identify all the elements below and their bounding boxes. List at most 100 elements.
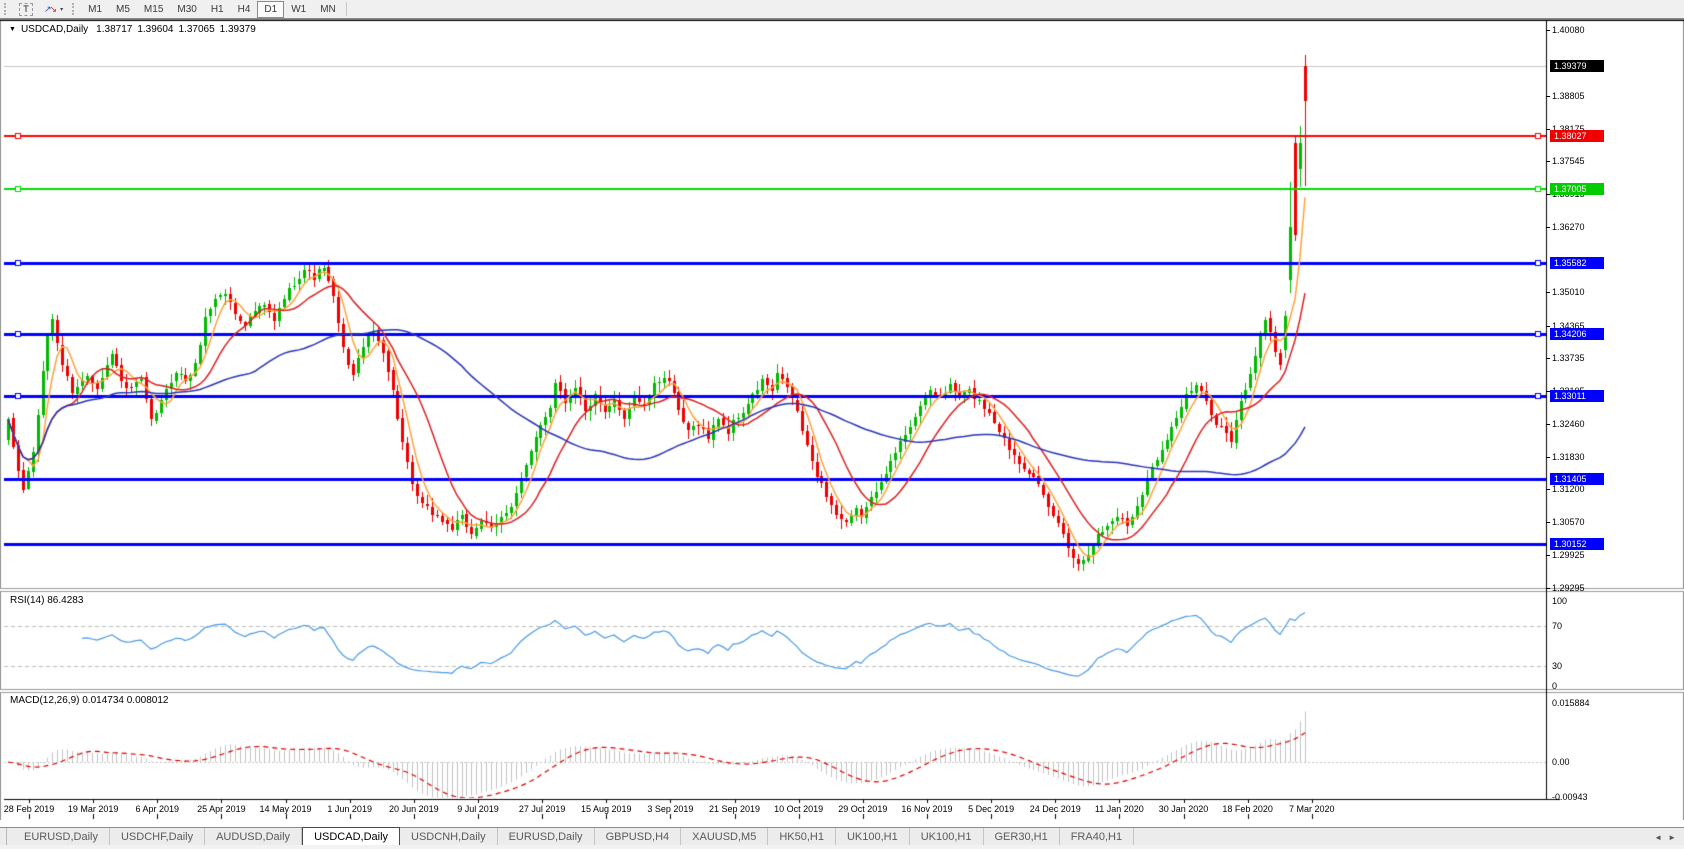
chart-tab-gbpusd-h4[interactable]: GBPUSD,H4 [595, 828, 682, 846]
status-strip [0, 845, 1684, 849]
chart-tab-hk50-h1[interactable]: HK50,H1 [768, 828, 836, 846]
ohlc-open: 1.38717 [96, 24, 133, 35]
date-axis-label: 29 Oct 2019 [838, 804, 888, 814]
date-axis-label: 5 Dec 2019 [968, 804, 1015, 814]
toolbar: T ↗ ↘ ▾ M1 M5 M15 M30 H1 H4 D1 W1 MN [0, 0, 1684, 19]
chart-tab-eurusd-daily[interactable]: EURUSD,Daily [13, 828, 110, 846]
indicator-axis-label: 100 [1552, 596, 1568, 606]
price-level-badge: 1.39379 [1550, 60, 1604, 73]
timeframe-button-mn[interactable]: MN [320, 3, 336, 15]
price-axis-tick [1546, 390, 1550, 392]
text-tool-icon: T [19, 2, 33, 16]
price-axis-tick [1546, 489, 1550, 491]
collapse-triangle-icon[interactable]: ▼ [9, 26, 16, 33]
price-axis-tick [1546, 30, 1550, 31]
date-axis-label: 28 Feb 2019 [3, 804, 55, 814]
date-axis-label: 21 Sep 2019 [709, 804, 761, 814]
price-axis-label: 1.35010 [1552, 287, 1585, 298]
price-axis-tick [1546, 424, 1550, 426]
chart-tab-usdcad-daily[interactable]: USDCAD,Daily [302, 827, 401, 846]
date-axis-label: 20 Jun 2019 [389, 804, 439, 814]
price-axis-label: 1.38175 [1552, 123, 1585, 134]
chart-symbol-title: ▼ USDCAD,Daily 1.38717 1.39604 1.37065 1.3937… [9, 24, 261, 35]
timeframe-button-h1[interactable]: H1 [210, 3, 224, 15]
price-level-badge: 1.37005 [1550, 183, 1604, 196]
price-axis-tick [1546, 292, 1550, 294]
price-axis-tick [1546, 522, 1550, 524]
price-axis-label: 1.29925 [1552, 550, 1585, 561]
indicator-axis-label: 0 [1552, 681, 1558, 691]
toolbar-grip[interactable] [4, 3, 9, 15]
chart-tab-fra40-h1[interactable]: FRA40,H1 [1060, 828, 1135, 846]
price-axis-tick [1546, 193, 1550, 195]
price-axis-label: 1.31830 [1552, 451, 1585, 462]
chart-tab-xauusd-m5[interactable]: XAUUSD,M5 [681, 828, 769, 846]
toolbar-grip[interactable] [72, 3, 77, 15]
timeframe-button-m1[interactable]: M1 [88, 3, 103, 15]
price-axis-tick [1546, 555, 1550, 557]
price-axis-label: 1.29295 [1552, 582, 1585, 593]
indicator-axis-label: -0.00943 [1552, 792, 1588, 802]
date-axis[interactable]: 28 Feb 2019 19 Mar 2019 6 Apr 2019 25 Apr 2… [0, 801, 1684, 819]
price-axis-label: 1.31200 [1552, 484, 1585, 495]
indicator-axis-label: 70 [1552, 621, 1563, 631]
chart-tab-uk100-h1[interactable]: UK100,H1 [910, 828, 984, 846]
tab-scroll-left-icon[interactable]: ◄ [1654, 832, 1663, 842]
date-axis-label: 16 Nov 2019 [901, 804, 953, 814]
tab-scroll-right-icon[interactable]: ► [1668, 832, 1676, 842]
chevron-down-icon: ▾ [60, 6, 64, 13]
date-axis-label: 11 Jan 2020 [1094, 804, 1144, 814]
timeframe-button-m5[interactable]: M5 [116, 3, 130, 15]
price-axis-label: 1.32460 [1552, 419, 1585, 430]
timeframe-button-d1[interactable]: D1 [257, 0, 285, 18]
chart-tab-uk100-h1[interactable]: UK100,H1 [836, 828, 910, 846]
date-axis-label: 27 Jul 2019 [518, 804, 566, 814]
chart-tab-usdcnh-daily[interactable]: USDCNH,Daily [400, 828, 498, 846]
rsi-indicator-label: RSI(14) 86.4283 [10, 595, 84, 606]
chart-tab-bar: EURUSD,Daily USDCHF,Daily AUDUSD,Daily USDC… [0, 827, 1684, 846]
date-axis-label: 25 Apr 2019 [197, 804, 246, 814]
price-axis-label: 1.36270 [1552, 222, 1585, 233]
tab-bar-edge [0, 828, 7, 846]
chart-tab-eurusd-daily[interactable]: EURUSD,Daily [498, 828, 595, 846]
date-axis-label: 3 Sep 2019 [647, 804, 694, 814]
text-label-tool-button[interactable]: T [14, 2, 38, 16]
timeframe-button-h4[interactable]: H4 [237, 3, 251, 15]
price-chart-canvas[interactable] [0, 0, 1684, 820]
timeframe-button-m15[interactable]: M15 [143, 3, 164, 15]
price-axis-label: 1.37545 [1552, 156, 1585, 167]
ohlc-close: 1.39379 [219, 24, 256, 35]
chart-tab-audusd-daily[interactable]: AUDUSD,Daily [205, 828, 303, 846]
indicator-axis-label: 0.015884 [1552, 698, 1590, 708]
timeframe-button-group: M1 M5 M15 M30 H1 H4 D1 W1 MN [81, 0, 343, 18]
date-axis-label: 9 Jul 2019 [457, 804, 499, 814]
date-axis-label: 6 Apr 2019 [135, 804, 180, 814]
timeframe-button-m30[interactable]: M30 [177, 3, 197, 15]
date-axis-label: 15 Aug 2019 [580, 804, 632, 814]
chart-tab-usdchf-daily[interactable]: USDCHF,Daily [110, 828, 206, 846]
price-level-badge: 1.34206 [1550, 327, 1604, 340]
price-axis-label: 1.33735 [1552, 353, 1585, 364]
arrows-tool-button[interactable]: ↗ ↘ ▾ [40, 2, 67, 16]
price-axis-tick [1546, 128, 1550, 130]
date-axis-label: 14 May 2019 [259, 804, 312, 814]
price-level-badge: 1.31405 [1550, 472, 1604, 485]
arrow-down-icon: ↘ [49, 3, 58, 14]
timeframe-button-w1[interactable]: W1 [291, 3, 307, 15]
indicator-axis-label: 30 [1552, 661, 1563, 671]
price-axis-label: 1.38805 [1552, 90, 1585, 101]
price-axis-label: 1.30570 [1552, 517, 1585, 528]
price-axis-label: 1.40080 [1552, 25, 1585, 35]
chart-tab-ger30-h1[interactable]: GER30,H1 [984, 828, 1060, 846]
date-axis-label: 19 Mar 2019 [67, 804, 119, 814]
price-level-badge: 1.33011 [1550, 389, 1604, 402]
arrow-up-icon: ↗ [44, 3, 52, 14]
price-axis-tick [1546, 95, 1550, 97]
price-axis[interactable]: 1.400801.388051.381751.375451.369151.362… [1546, 0, 1684, 800]
price-axis-tick [1546, 161, 1550, 163]
price-level-badge: 1.35582 [1550, 256, 1604, 269]
price-level-badge: 1.30152 [1550, 537, 1604, 550]
ohlc-low: 1.37065 [178, 24, 215, 35]
price-axis-tick [1546, 587, 1550, 589]
